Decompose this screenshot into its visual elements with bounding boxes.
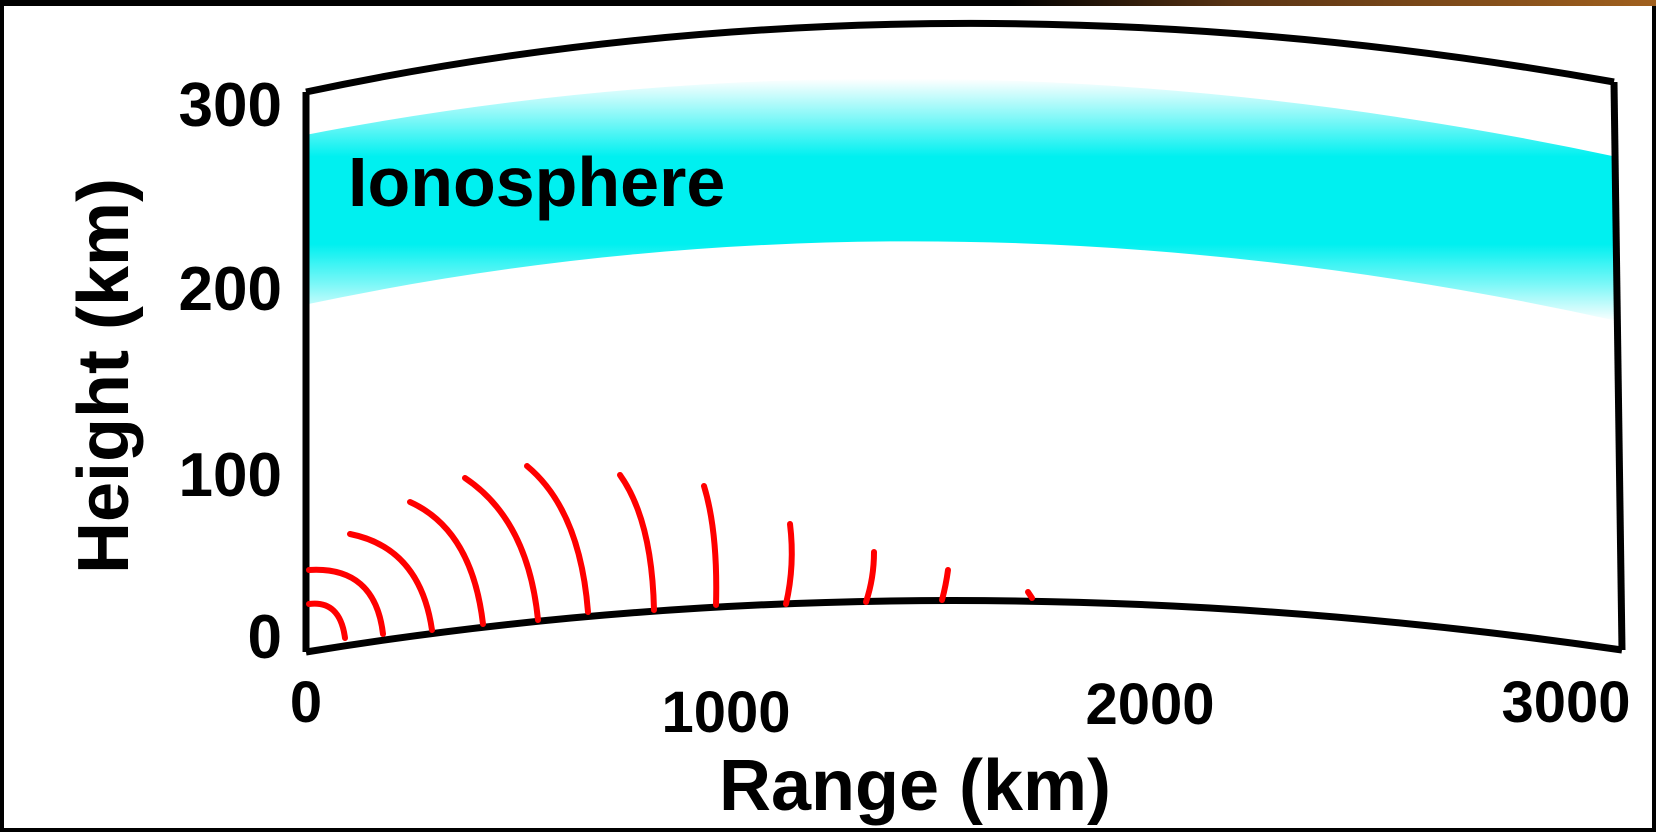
plot-top-arc [305, 19, 1615, 96]
plot-right-edge [1610, 81, 1626, 651]
x-axis-title: Range (km) [719, 746, 1111, 826]
wavefront-arc [347, 531, 435, 633]
wavefront-arc [306, 566, 386, 637]
y-axis-title: Height (km) [64, 178, 144, 574]
x-tick-label: 2000 [1085, 672, 1214, 737]
x-tick-label: 3000 [1501, 670, 1630, 735]
earth-surface-arc [305, 597, 1623, 656]
y-axis-ticks: 300 200 100 0 [179, 71, 282, 672]
x-tick-label: 1000 [661, 680, 790, 745]
wavefront-arc [524, 463, 591, 615]
ionosphere-label: Ionosphere [348, 143, 725, 221]
wavefront-arc [1025, 589, 1035, 601]
y-tick-label: 200 [179, 255, 282, 324]
top-accent-bar [1010, 0, 1656, 6]
wavefront-arc [617, 472, 657, 613]
wavefront-arc [462, 475, 541, 623]
wavefront-arc [863, 549, 877, 605]
wavefront-arc [306, 600, 348, 641]
wavefront-arc [783, 521, 795, 607]
x-tick-label: 0 [290, 670, 322, 735]
y-tick-label: 300 [179, 71, 282, 140]
plot-outline [302, 19, 1626, 656]
wavefront-arc [701, 483, 720, 608]
y-tick-label: 0 [248, 603, 282, 672]
wavefronts [306, 463, 1035, 641]
y-tick-label: 100 [179, 441, 282, 510]
x-axis-ticks: 0 1000 2000 3000 [290, 670, 1631, 745]
wavefront-arc [407, 499, 486, 627]
wavefront-arc [939, 567, 951, 603]
ionosphere-band [306, 78, 1622, 322]
